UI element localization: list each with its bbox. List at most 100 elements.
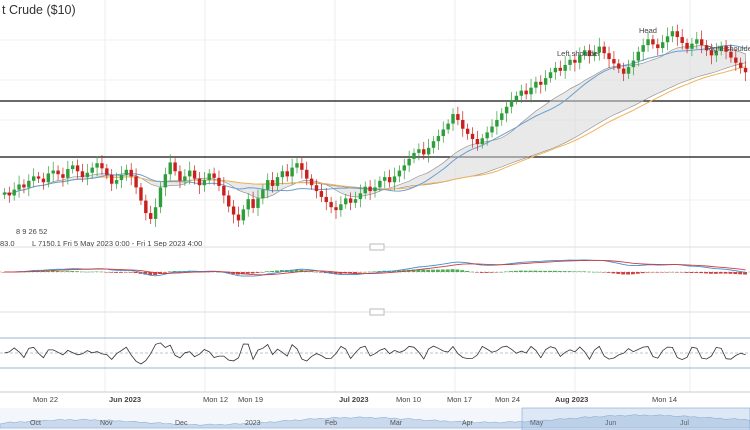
macd-indicator [0, 259, 750, 277]
candle-body [314, 185, 319, 192]
macd-histogram-bar [635, 272, 640, 274]
candle-body [621, 68, 626, 74]
macd-histogram-bar [616, 272, 621, 274]
candle-body [543, 78, 548, 85]
candle-body [153, 207, 158, 219]
macd-histogram-bar [362, 271, 367, 273]
macd-histogram-bar [606, 272, 611, 273]
macd-histogram-bar [265, 271, 270, 272]
candle-body [461, 119, 465, 129]
candle-body [441, 129, 445, 137]
macd-histogram-bar [138, 272, 143, 274]
macd-histogram-bar [494, 272, 499, 273]
candle-body [17, 184, 21, 190]
x-tick-label: Mon 22 [33, 395, 58, 404]
candle-body [256, 198, 260, 208]
candle-body [134, 176, 138, 188]
macd-histogram-bar [333, 272, 338, 274]
x-tick-label: Mon 14 [652, 395, 677, 404]
macd-histogram-bar [479, 272, 484, 273]
navigator-selection[interactable] [521, 407, 750, 430]
macd-histogram-bar [392, 270, 396, 272]
rsi-line [4, 342, 746, 365]
candle-body [709, 50, 714, 56]
candle-body [738, 62, 743, 68]
candle-body [548, 72, 553, 79]
navigator-area [0, 414, 750, 429]
candle-body [660, 42, 665, 49]
candle-body [344, 198, 348, 205]
macd-histogram-bar [699, 272, 704, 274]
candle-body [558, 67, 562, 71]
navigator-label: Oct [30, 420, 41, 427]
candle-body [36, 176, 41, 179]
candle-body [539, 81, 543, 85]
macd-histogram-bar [411, 269, 416, 272]
candle-body [192, 170, 197, 179]
macd-histogram-bar [708, 272, 713, 274]
macd-histogram-bar [499, 271, 504, 273]
macd-histogram-bar [41, 271, 45, 272]
macd-histogram-bar [309, 271, 314, 272]
macd-histogram-bar [216, 271, 221, 273]
macd-histogram-bar [153, 272, 158, 275]
candle-body [51, 170, 55, 174]
candle-body [105, 168, 109, 175]
candle-body [704, 45, 709, 51]
candle-body [207, 173, 211, 181]
macd-histogram-bar [587, 271, 591, 273]
macd-histogram-bar [114, 272, 119, 273]
candle-body [504, 106, 509, 114]
candle-body [631, 60, 636, 68]
macd-histogram-bar [357, 272, 362, 273]
candle-body [699, 39, 704, 46]
macd-histogram-bar [694, 272, 699, 273]
candle-body [665, 36, 670, 43]
signal-line [4, 259, 746, 276]
macd-histogram-bar [489, 272, 494, 273]
candle-body [22, 184, 26, 188]
candle-body [490, 126, 494, 133]
candle-body [319, 191, 324, 197]
macd-histogram-bar [572, 271, 577, 272]
macd-histogram-bar [543, 270, 548, 272]
candle-body [422, 149, 426, 155]
candle-body [500, 113, 504, 120]
macd-histogram-bar [684, 272, 689, 273]
macd-histogram-bar [723, 272, 728, 274]
candle-body [66, 169, 70, 178]
candle-body [251, 199, 255, 208]
candle-body [509, 100, 514, 107]
macd-histogram-bar [123, 272, 128, 273]
rsi-panel-handle[interactable] [369, 308, 385, 316]
macd-histogram-bar [650, 272, 655, 273]
navigator-label: 2023 [245, 420, 261, 427]
candle-body [392, 176, 397, 183]
macd-histogram-bar [421, 269, 426, 272]
macd-panel-handle[interactable] [369, 243, 385, 251]
candle-body [217, 177, 221, 186]
macd-histogram-bar [50, 270, 55, 272]
candle-body [280, 171, 285, 178]
x-tick-label: Jun 2023 [109, 395, 141, 404]
macd-histogram-bar [665, 272, 670, 273]
macd-histogram-bar [89, 271, 94, 273]
candle-body [90, 167, 94, 173]
macd-histogram-bar [104, 272, 109, 273]
candle-body [636, 51, 641, 61]
annotation-right-shoulder: Right shoulder [706, 44, 750, 53]
macd-histogram-bar [416, 269, 421, 272]
macd-histogram-bar [177, 271, 182, 272]
macd-histogram-bar [128, 272, 133, 273]
macd-histogram-bar [270, 271, 275, 272]
candle-body [578, 55, 582, 63]
macd-histogram-bar [557, 271, 562, 272]
candle-body [685, 42, 689, 49]
macd-histogram-bar [660, 272, 665, 273]
candle-body [222, 185, 226, 196]
candle-body [368, 186, 372, 192]
macd-histogram-bar [55, 270, 60, 272]
candle-body [656, 44, 660, 49]
macd-histogram-bar [250, 272, 255, 274]
